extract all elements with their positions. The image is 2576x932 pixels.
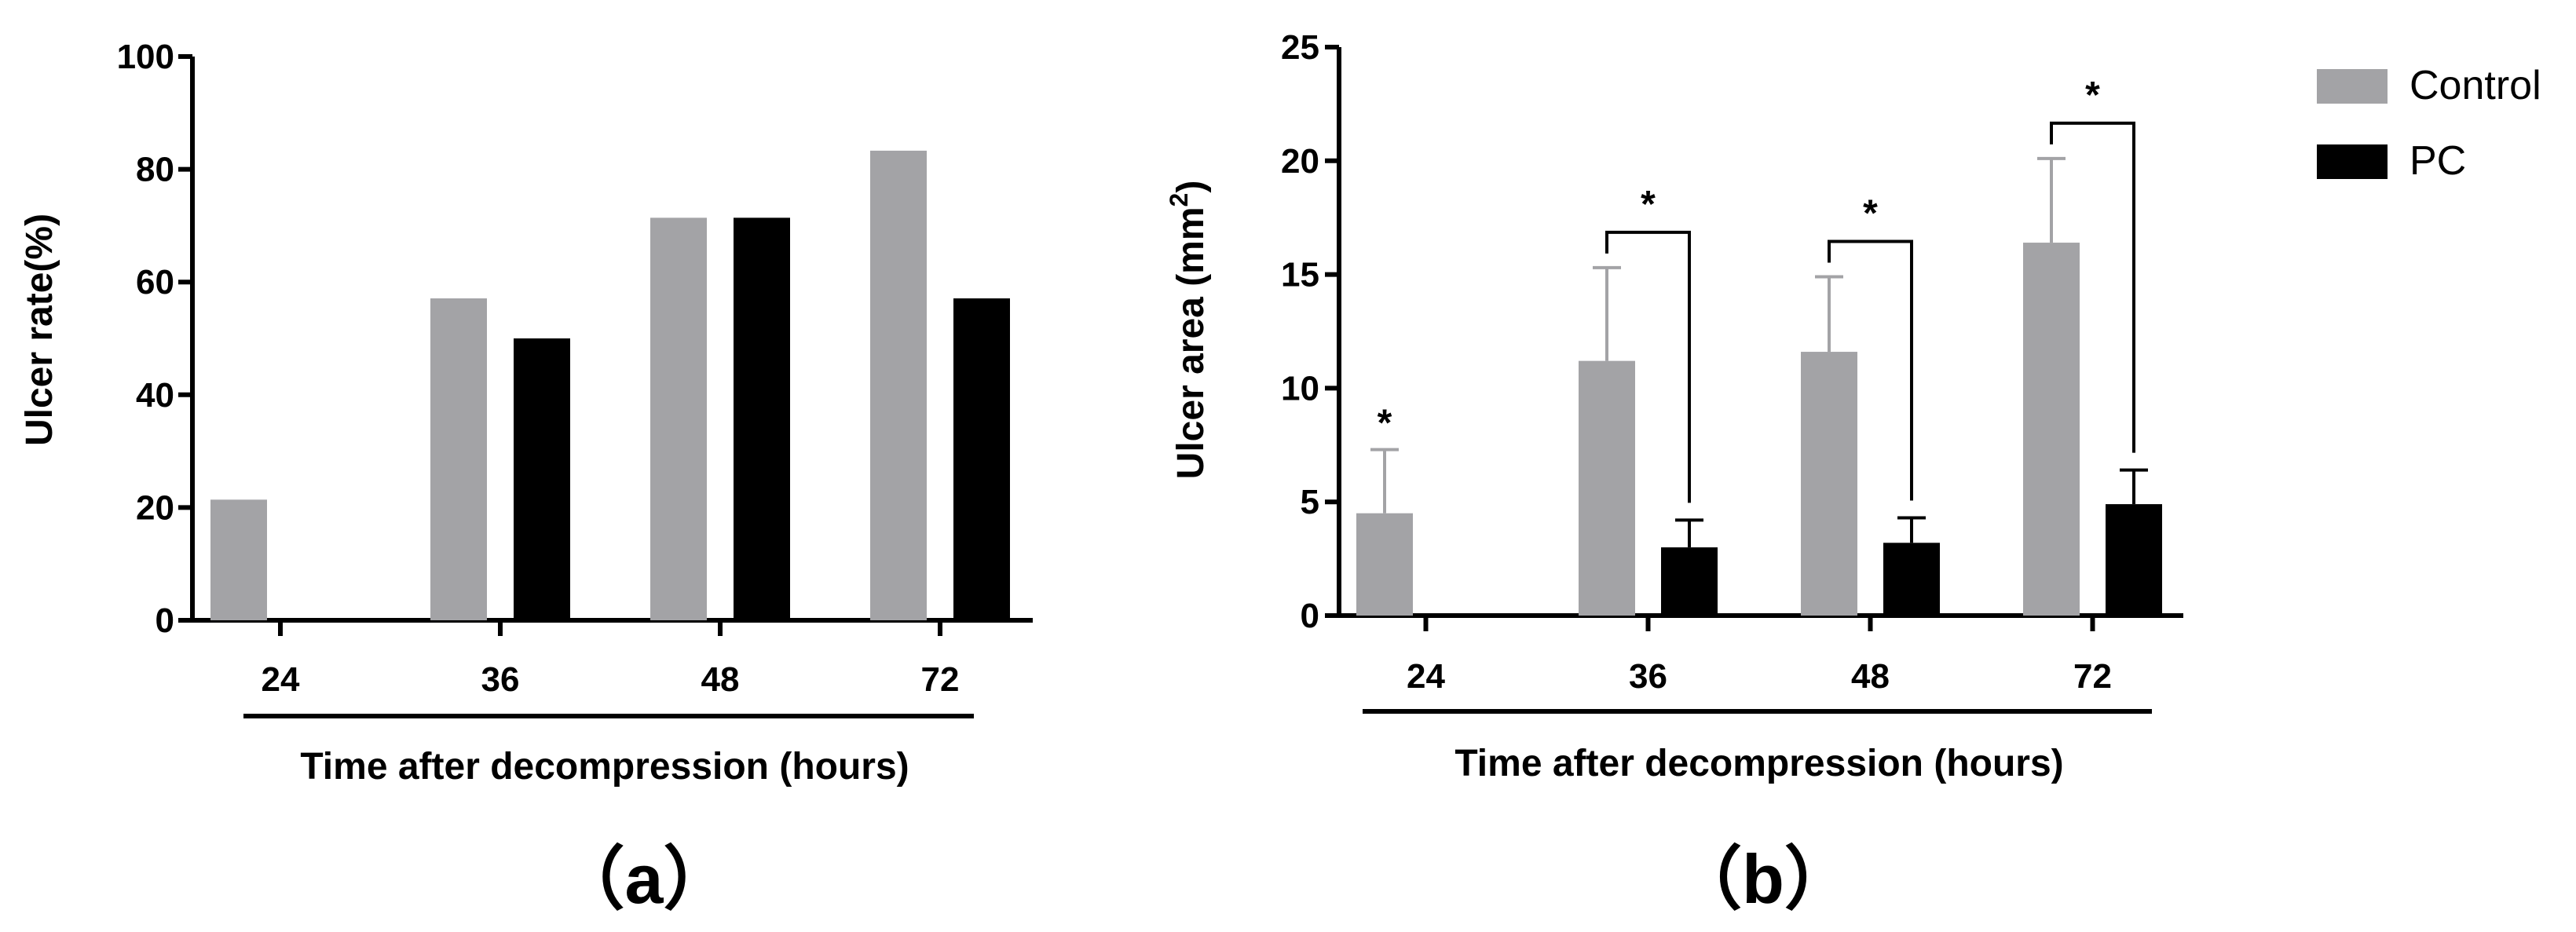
significance-star: * bbox=[1378, 403, 1392, 444]
legend-label-pc: PC bbox=[2410, 138, 2466, 184]
legend-swatch-pc bbox=[2317, 144, 2388, 179]
bar-pc bbox=[734, 217, 790, 620]
y-tick-label: 100 bbox=[117, 38, 174, 76]
y-axis-title-b-close: ) bbox=[1170, 181, 1212, 193]
panel-label-b: （b） bbox=[1673, 840, 1853, 918]
x-tick-label: 36 bbox=[1629, 657, 1667, 696]
x-tick-label: 24 bbox=[1407, 657, 1445, 696]
y-tick-label: 80 bbox=[136, 151, 174, 189]
x-tick-label: 48 bbox=[1851, 657, 1890, 696]
x-axis-title-b: Time after decompression (hours) bbox=[1454, 743, 2063, 784]
legend-swatch-control bbox=[2317, 69, 2388, 104]
bar-control bbox=[2023, 243, 2080, 616]
x-tick-label: 72 bbox=[2073, 657, 2112, 696]
y-axis-title-b-main: Ulcer area (mm bbox=[1170, 207, 1212, 479]
x-tick-label: 48 bbox=[701, 660, 740, 699]
y-tick-label: 15 bbox=[1281, 256, 1319, 294]
y-tick-label: 20 bbox=[1281, 142, 1319, 181]
x-tick-label: 24 bbox=[262, 660, 300, 699]
plot-a: 0 20 40 60 80 100 24 36 48 72 bbox=[117, 38, 1033, 718]
significance-star: * bbox=[1641, 184, 1656, 225]
legend-label-control: Control bbox=[2410, 63, 2541, 108]
y-axis-title-a: Ulcer rate(%) bbox=[19, 214, 60, 446]
y-tick-label: 10 bbox=[1281, 369, 1319, 408]
significance-star: * bbox=[2085, 75, 2100, 116]
bar-control bbox=[1356, 513, 1413, 616]
bar-pc bbox=[953, 298, 1010, 620]
significance-star: * bbox=[1863, 192, 1878, 234]
significance-bracket bbox=[2050, 121, 2135, 453]
y-tick-label: 5 bbox=[1301, 483, 1319, 521]
bar-control bbox=[210, 499, 267, 620]
bar-control bbox=[650, 217, 707, 620]
bar-pc bbox=[1883, 543, 1940, 616]
x-tick-label: 36 bbox=[481, 660, 520, 699]
significance-bracket bbox=[1828, 239, 1913, 501]
y-tick-label: 0 bbox=[1301, 597, 1319, 635]
plot-b: 0 5 10 15 20 25 24 36 48 72 * * * * bbox=[1281, 28, 2183, 714]
bar-pc bbox=[2106, 504, 2162, 616]
bar-control bbox=[1801, 352, 1857, 616]
panel-label-a: （a） bbox=[556, 840, 733, 918]
significance-bracket bbox=[1605, 230, 1691, 503]
x-tick-label: 72 bbox=[921, 660, 960, 699]
y-tick-label: 0 bbox=[156, 601, 174, 640]
bar-control bbox=[1579, 360, 1635, 616]
y-tick-label: 60 bbox=[136, 263, 174, 302]
legend: Control PC bbox=[2317, 63, 2541, 184]
x-axis-title-a: Time after decompression (hours) bbox=[300, 746, 909, 788]
bar-pc bbox=[1661, 547, 1718, 616]
bar-pc bbox=[514, 338, 570, 620]
y-tick-label: 40 bbox=[136, 376, 174, 415]
y-axis-title-b: Ulcer area (mm2) bbox=[1165, 181, 1212, 480]
bar-control bbox=[430, 298, 487, 620]
y-tick-label: 25 bbox=[1281, 28, 1319, 67]
y-tick-label: 20 bbox=[136, 488, 174, 527]
bar-control bbox=[870, 150, 927, 620]
y-axis-title-b-sup: 2 bbox=[1165, 193, 1193, 207]
